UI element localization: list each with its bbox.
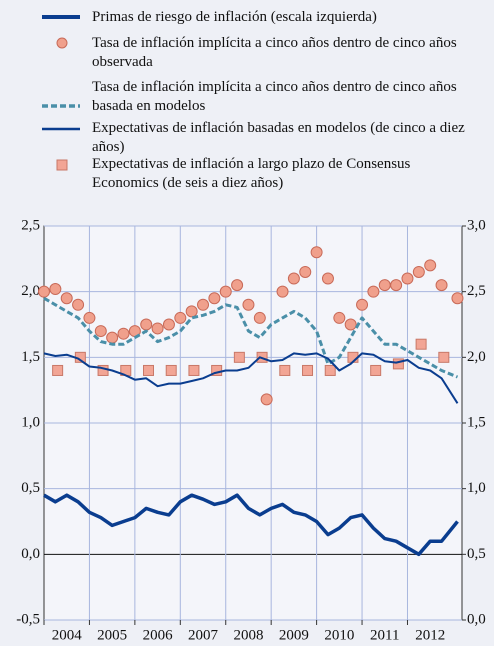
y-tick-label: 0,5	[21, 480, 40, 496]
y2-tick-label: 2,0	[467, 349, 486, 365]
data-point	[438, 351, 450, 363]
x-tick-label: 2011	[370, 627, 399, 643]
data-point	[143, 364, 154, 376]
data-point	[60, 292, 73, 305]
data-point	[117, 327, 130, 340]
data-point	[378, 279, 391, 292]
data-point	[231, 279, 244, 292]
data-point	[260, 393, 273, 406]
y2-tick-label: 3,0	[467, 217, 486, 233]
legend-label: Tasa de inflación implícita a cinco años…	[92, 35, 457, 70]
data-point	[83, 311, 96, 324]
series-line	[43, 493, 459, 557]
x-tick-label: 2006	[143, 627, 174, 643]
data-point	[52, 364, 64, 376]
x-tick-label: 2009	[279, 627, 309, 643]
legend-label: Expectativas de inflación basadas en mod…	[92, 120, 465, 155]
data-point	[287, 272, 300, 285]
legend-marker	[56, 159, 68, 171]
data-point	[367, 285, 380, 298]
data-point	[162, 318, 175, 331]
data-point	[208, 292, 221, 305]
y-tick-label: 1,0	[21, 414, 40, 430]
data-point	[242, 298, 255, 311]
data-point	[412, 265, 425, 278]
y2-tick-label: 0,5	[467, 546, 486, 562]
data-point	[140, 318, 153, 331]
data-point	[174, 311, 187, 324]
x-tick-label: 2010	[324, 627, 354, 643]
y2-tick-label: 0,0	[467, 611, 486, 627]
data-point	[197, 298, 210, 311]
y-tick-label: 0,0	[21, 546, 40, 562]
data-point	[302, 364, 314, 376]
y2-tick-label: 1,0	[467, 480, 486, 496]
data-point	[188, 364, 200, 376]
data-point	[38, 285, 50, 298]
x-tick-label: 2008	[233, 627, 263, 643]
data-point	[333, 311, 346, 324]
legend-marker	[56, 37, 68, 49]
y2-tick-label: 1,5	[467, 414, 486, 430]
data-point	[415, 338, 427, 350]
x-tick-label: 2004	[52, 627, 83, 643]
data-point	[233, 351, 245, 363]
data-point	[299, 265, 312, 278]
x-tick-label: 2007	[188, 627, 219, 643]
data-point	[185, 305, 198, 318]
data-point	[310, 246, 323, 259]
data-point	[276, 285, 289, 298]
x-tick-label: 2012	[415, 627, 445, 643]
data-point	[321, 272, 334, 285]
data-point	[151, 322, 164, 335]
data-point	[401, 272, 414, 285]
data-point	[279, 364, 291, 376]
data-point	[370, 364, 382, 376]
data-point	[356, 298, 369, 311]
data-point	[424, 259, 437, 272]
y-tick-label: 2,5	[21, 217, 40, 233]
data-point	[94, 325, 107, 338]
data-point	[165, 364, 177, 376]
data-point	[72, 298, 85, 311]
series-line	[43, 352, 459, 404]
series-line	[43, 296, 459, 379]
data-point	[390, 279, 403, 292]
legend-label: Tasa de inflación implícita a cinco años…	[92, 79, 457, 114]
data-point	[392, 358, 404, 370]
data-point	[106, 331, 119, 344]
data-point	[344, 318, 357, 331]
y-tick-label: 2,0	[21, 283, 40, 299]
legend-label: Expectativas de inflación a largo plazo …	[92, 156, 411, 191]
legend-label: Primas de riesgo de inflación (escala iz…	[92, 9, 377, 25]
y-tick-label: 1,5	[21, 349, 40, 365]
data-point	[324, 364, 336, 376]
data-point	[435, 279, 448, 292]
data-point	[253, 311, 266, 324]
data-point	[451, 292, 464, 305]
y-tick-label: -0,5	[16, 611, 40, 627]
y2-tick-label: 2,5	[467, 283, 486, 299]
data-point	[49, 283, 62, 296]
data-point	[219, 285, 232, 298]
x-tick-label: 2005	[97, 627, 127, 643]
